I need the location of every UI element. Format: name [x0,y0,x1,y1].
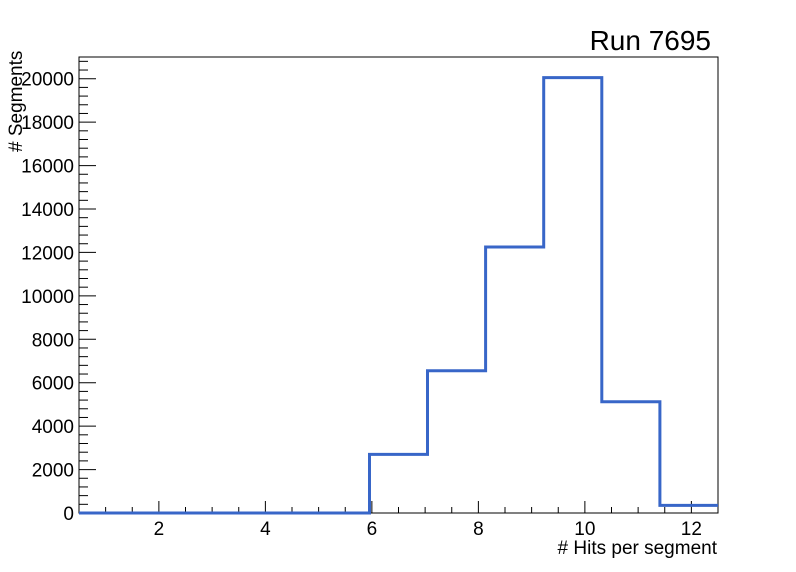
x-tick-label: 4 [260,519,271,540]
y-tick-label: 2000 [32,461,74,482]
y-tick-label: 8000 [32,330,74,351]
y-tick-label: 12000 [21,243,74,264]
y-tick-label: 10000 [21,287,74,308]
histogram-line [79,76,718,515]
plot-frame [78,56,719,514]
y-tick-label: 18000 [21,113,74,134]
y-tick-label: 20000 [21,70,74,91]
y-tick-label: 14000 [21,200,74,221]
plot-title: Run 7695 [590,25,711,56]
x-tick-label: 8 [473,519,484,540]
y-tick-label: 4000 [32,417,74,438]
x-tick-label: 6 [367,519,378,540]
x-tick-label: 10 [574,519,595,540]
x-axis-title: # Hits per segment [558,538,718,559]
y-tick-label: 16000 [21,157,74,178]
histogram-series [79,76,718,515]
x-tick-label: 12 [681,519,702,540]
axis-ticks [79,60,692,514]
x-tick-label: 2 [154,519,165,540]
y-axis-title: # Segments [6,51,27,152]
y-tick-label: 6000 [32,374,74,395]
axis-tick-labels: 2 4 6 8 10 12 0 2000 4000 6000 8000 10000 12000 14000… [21,70,702,540]
y-tick-label: 0 [63,504,74,525]
